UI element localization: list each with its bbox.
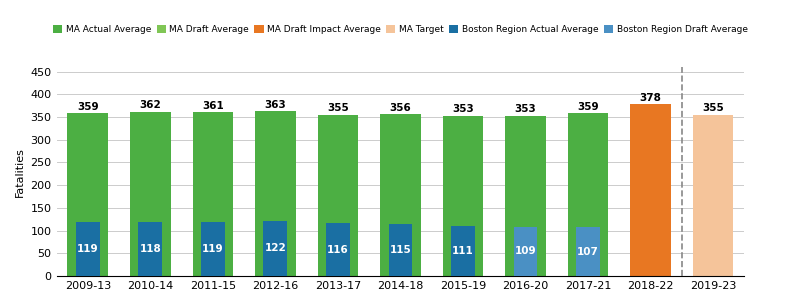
Bar (389, 224, 412, 276)
Bar (380, 114, 421, 276)
Legend: MA Actual Average, MA Draft Average, MA Draft Impact Average, MA Target, Boston : MA Actual Average, MA Draft Average, MA … (50, 21, 751, 38)
Bar (326, 223, 350, 276)
Text: 116: 116 (327, 245, 349, 255)
Bar (255, 111, 296, 276)
Text: 363: 363 (265, 100, 286, 110)
Text: 115: 115 (390, 245, 411, 255)
Text: 361: 361 (202, 101, 224, 111)
Text: 359: 359 (77, 102, 98, 112)
Bar (67, 113, 108, 276)
Y-axis label: Fatalities: Fatalities (15, 147, 25, 196)
Bar (130, 112, 170, 276)
Bar (201, 222, 225, 276)
Bar (263, 221, 287, 276)
Text: 118: 118 (139, 244, 161, 254)
Text: 378: 378 (639, 93, 662, 103)
Text: 356: 356 (390, 103, 411, 113)
Text: 122: 122 (265, 243, 286, 253)
Text: 353: 353 (452, 104, 474, 114)
Text: 362: 362 (139, 100, 161, 110)
Bar (318, 115, 358, 276)
Text: 109: 109 (514, 246, 536, 256)
Text: 119: 119 (77, 244, 98, 254)
Text: 359: 359 (577, 102, 598, 112)
Text: 119: 119 (202, 244, 224, 254)
Bar (514, 226, 538, 276)
Bar (693, 115, 734, 276)
Text: 355: 355 (702, 103, 724, 114)
Text: 353: 353 (514, 104, 536, 114)
Bar (193, 112, 233, 276)
Bar (576, 227, 600, 276)
Text: 107: 107 (577, 247, 599, 257)
Bar (451, 226, 474, 276)
Text: 111: 111 (452, 246, 474, 256)
Bar (630, 104, 670, 276)
Text: 355: 355 (327, 103, 349, 114)
Bar (76, 222, 100, 276)
Bar (568, 113, 608, 276)
Bar (442, 116, 483, 276)
Bar (505, 116, 546, 276)
Bar (138, 222, 162, 276)
